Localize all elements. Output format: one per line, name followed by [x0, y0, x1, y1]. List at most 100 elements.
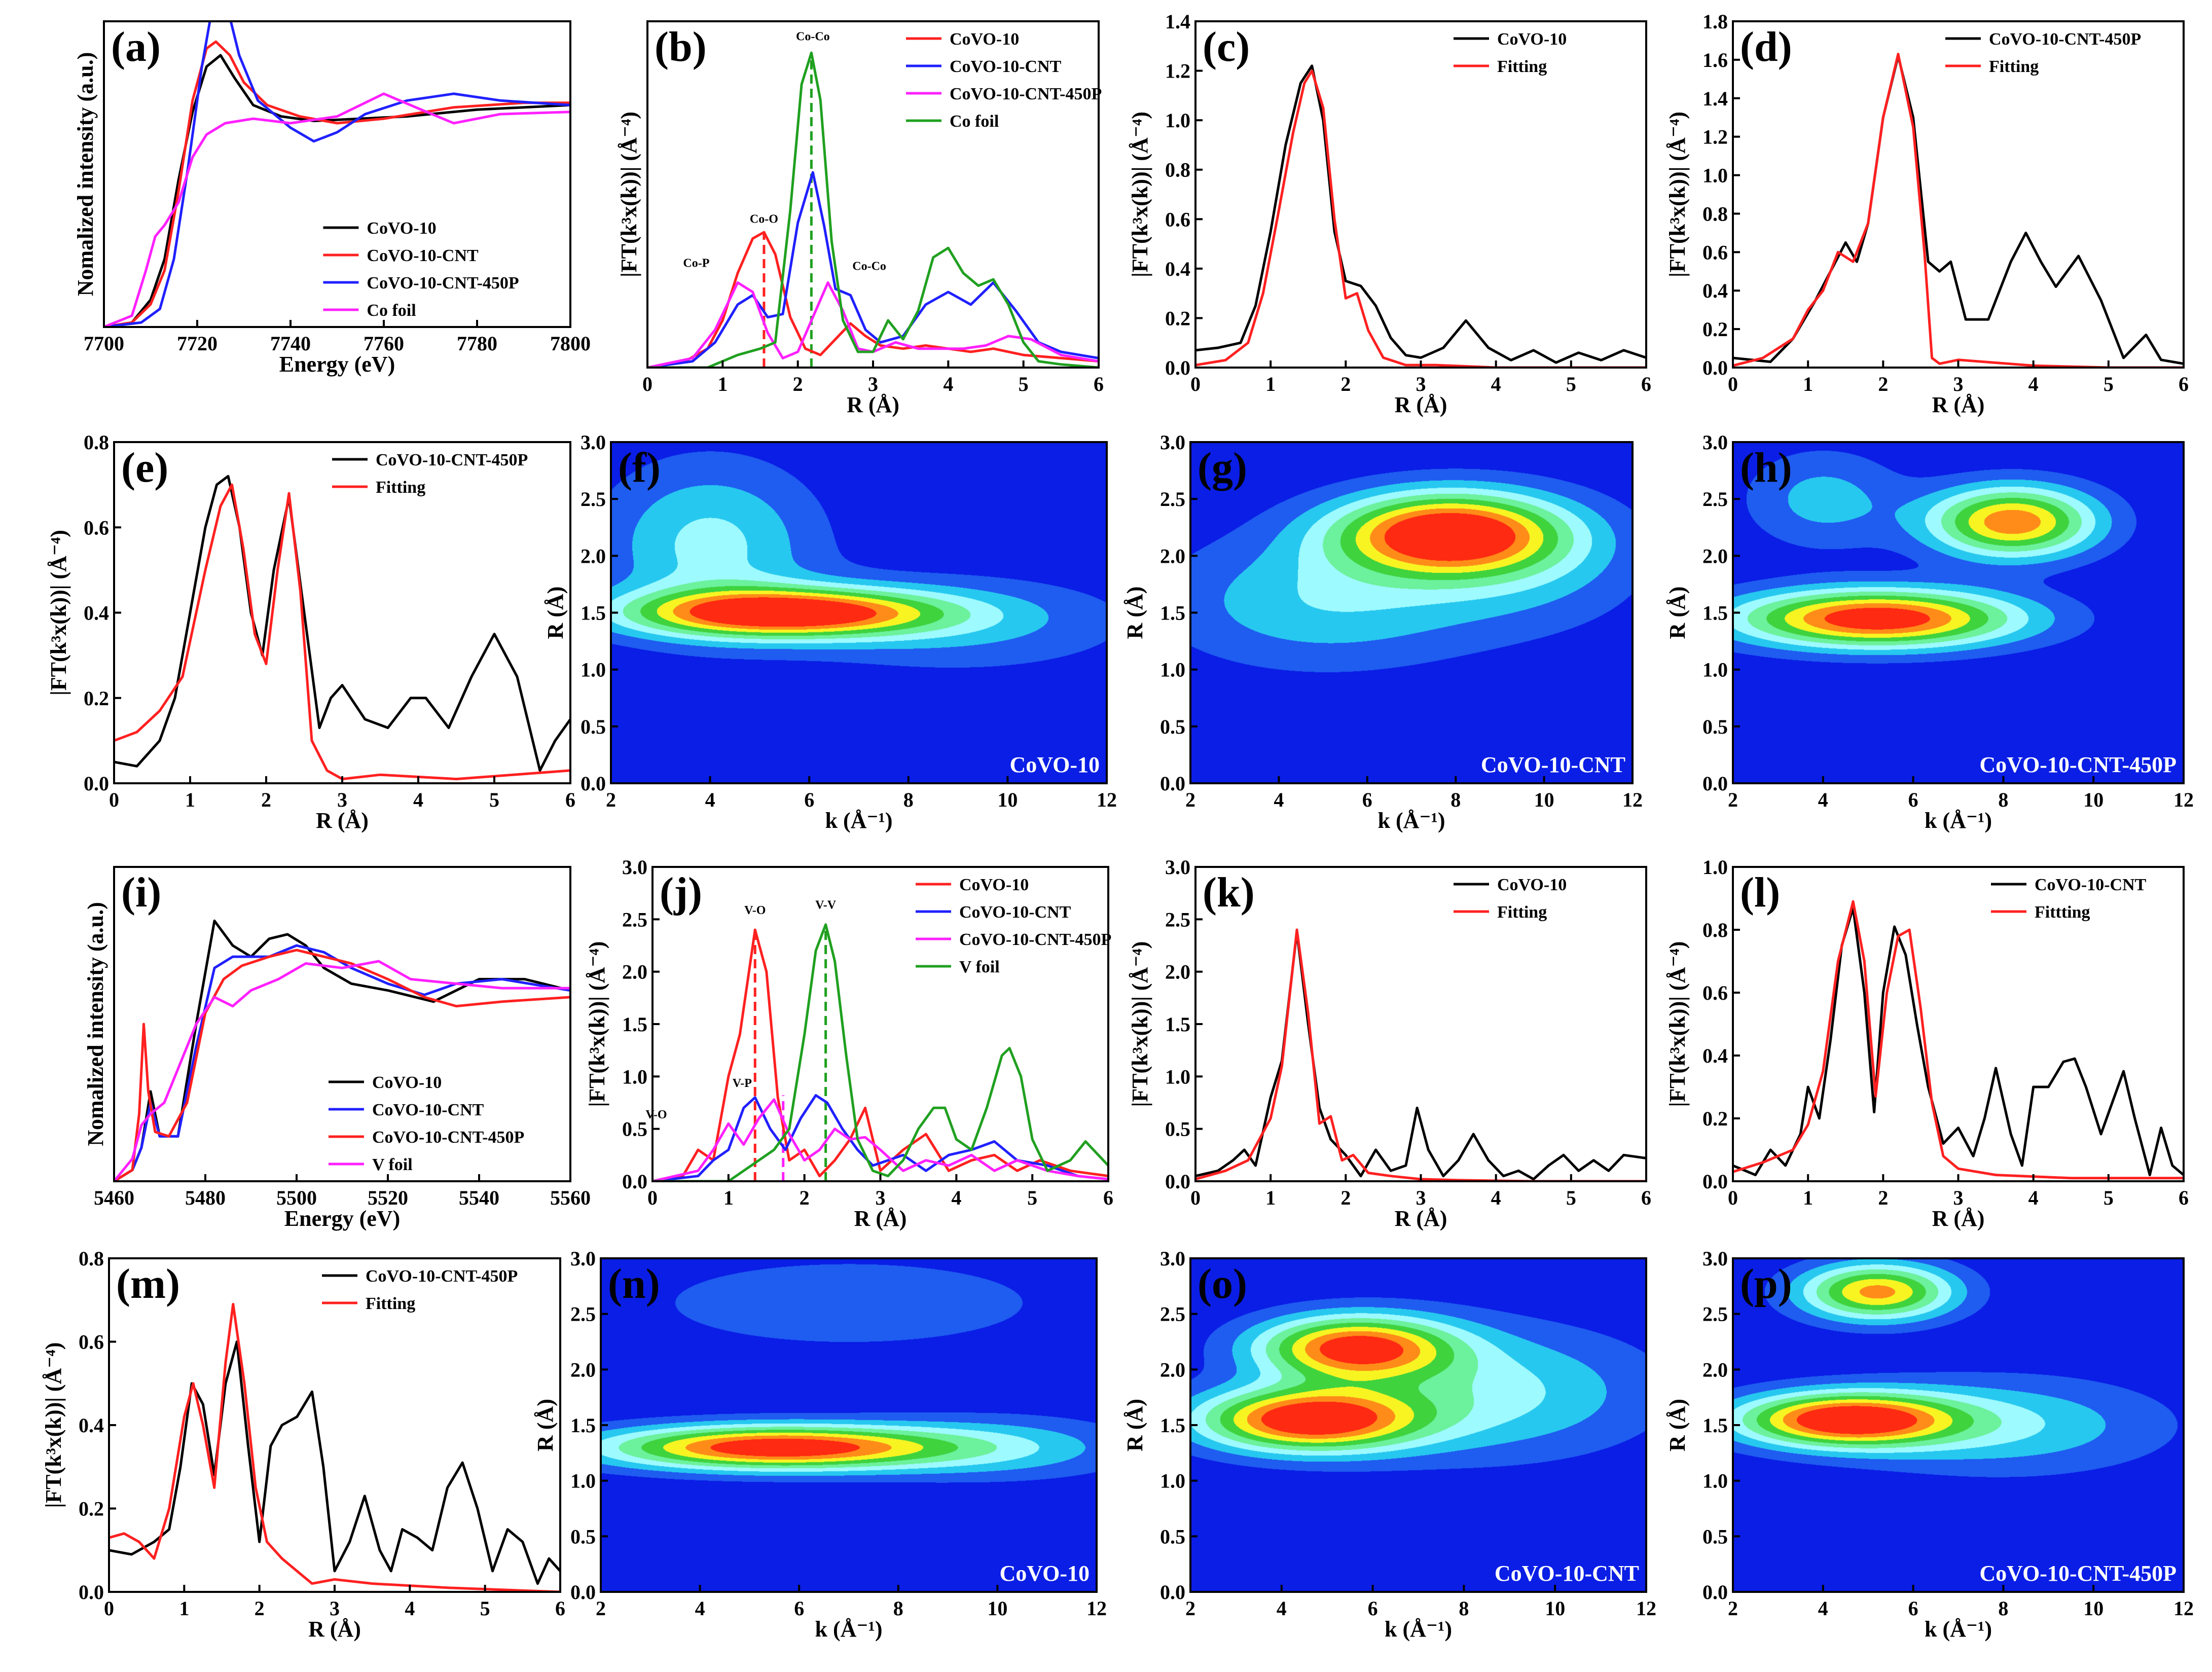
y-axis-label: R (Å): [533, 1399, 558, 1451]
y-axis-label: R (Å): [1122, 587, 1147, 639]
legend-label: CoVO-10-CNT-450P: [376, 451, 528, 469]
legend-label: Fitting: [1497, 903, 1547, 922]
series-line: [109, 1340, 560, 1585]
panel-label: (c): [1203, 23, 1250, 70]
x-axis-label: k (Å⁻¹): [1925, 1617, 1992, 1642]
x-tick-label: 2: [1878, 1186, 1888, 1209]
y-tick-label: 1.4: [1702, 87, 1728, 110]
y-axis-label: |FT(k³x(k))| (Å⁻⁴): [1665, 112, 1690, 277]
series-group: [1733, 900, 2184, 1180]
legend-label: CoVO-10-CNT-450P: [372, 1128, 524, 1147]
x-tick-label: 5460: [94, 1186, 134, 1209]
y-tick-label: 2.0: [581, 544, 606, 567]
y-tick-label: 0.5: [581, 715, 606, 738]
x-tick-label: 12: [2173, 1597, 2194, 1620]
x-tick-label: 5: [480, 1597, 490, 1620]
x-tick-label: 4: [1277, 1597, 1287, 1620]
series-line: [114, 475, 570, 772]
x-tick-label: 0: [647, 1186, 658, 1209]
peak-annotation: V-O: [744, 904, 766, 917]
plot-frame: [108, 1257, 561, 1593]
y-tick-label: 3.0: [570, 1247, 596, 1270]
series-group: [647, 51, 1099, 368]
x-tick-label: 10: [1534, 788, 1554, 811]
y-tick-label: 0.0: [581, 772, 606, 795]
x-axis-label: R (Å): [1932, 392, 1985, 417]
x-tick-label: 2: [1728, 1597, 1738, 1620]
peak-annotation: Co-Co: [852, 260, 886, 273]
series-line: [1195, 930, 1646, 1181]
y-tick-label: 2.5: [1160, 488, 1185, 511]
series-line: [1733, 54, 2184, 365]
x-tick-label: 10: [997, 788, 1018, 811]
y-tick-label: 0.6: [1702, 982, 1728, 1004]
x-axis-label: k (Å⁻¹): [1385, 1617, 1452, 1642]
peak-annotation: V-V: [815, 899, 837, 912]
series-line: [109, 1303, 560, 1592]
y-tick-label: 0.2: [84, 687, 109, 710]
y-tick-label: 2.5: [1160, 1303, 1185, 1326]
plot-frame: [113, 441, 571, 784]
y-axis-label: |FT(k³x(k))| (Å⁻⁴): [46, 530, 71, 696]
x-axis-label: R (Å): [847, 392, 899, 417]
x-tick-label: 4: [1491, 373, 1501, 395]
series-line: [647, 281, 1099, 368]
y-tick-label: 0.4: [1702, 279, 1728, 302]
series-group: [109, 1303, 560, 1592]
x-tick-label: 2: [800, 1186, 810, 1209]
y-tick-label: 0.5: [622, 1118, 647, 1141]
y-tick-label: 2.5: [1165, 908, 1190, 931]
x-tick-label: 0: [1190, 373, 1201, 395]
x-tick-label: 2: [1878, 373, 1888, 395]
legend-label: V foil: [372, 1155, 413, 1174]
contour-map: [611, 442, 1107, 783]
x-tick-label: 8: [893, 1597, 903, 1620]
x-axis-label: R (Å): [1395, 392, 1447, 417]
legend-label: CoVO-10-CNT-450P: [1989, 30, 2141, 49]
x-tick-label: 6: [2179, 1186, 2189, 1209]
x-tick-label: 0: [1728, 1186, 1738, 1209]
x-tick-label: 7700: [84, 332, 124, 355]
x-tick-label: 2: [606, 788, 616, 811]
y-tick-label: 0.0: [1702, 1581, 1728, 1604]
x-tick-label: 8: [903, 788, 914, 811]
panel-label: (a): [111, 23, 161, 70]
x-tick-label: 7780: [457, 332, 497, 355]
panel-l: CoVO-10-CNT Fittting 0 1 2 3 4 5 6 0.0 0.2 0.4 0.6 0.…: [1665, 856, 2189, 1231]
plot-frame: [1194, 20, 1647, 369]
x-axis-label: R (Å): [316, 808, 369, 833]
x-tick-label: 0: [109, 788, 119, 811]
panel-label: (h): [1740, 444, 1792, 491]
sample-name: CoVO-10-CNT-450P: [1979, 1561, 2177, 1586]
x-tick-label: 1: [1265, 373, 1276, 395]
y-tick-label: 0.2: [79, 1498, 104, 1520]
contour-map: [1733, 1258, 2184, 1592]
panel-a: CoVO-10 CoVO-10-CNT CoVO-10-CNT-450P Co foi…: [73, 20, 591, 377]
x-tick-label: 12: [1097, 788, 1117, 811]
x-tick-label: 12: [1622, 788, 1643, 811]
y-tick-label: 3.0: [1165, 856, 1190, 879]
x-tick-label: 5560: [550, 1186, 591, 1209]
legend-label: Fitting: [1989, 57, 2039, 76]
legend-label: Fitting: [376, 478, 425, 497]
x-tick-label: 3: [1953, 373, 1964, 395]
y-axis-label: |FT(k³x(k))| (Å⁻⁴): [1128, 112, 1152, 277]
x-axis-label: R (Å): [854, 1206, 907, 1231]
plot-frame: [113, 866, 571, 1182]
panel-g: CoVO-10-CNT 2 4 6 8 10 12 0.0 0.5 1.0 1.5 2.0 2.5 3.0…: [1122, 431, 1643, 833]
x-tick-label: 4: [705, 788, 715, 811]
y-axis-label: R (Å): [543, 587, 568, 639]
x-tick-label: 8: [1451, 788, 1461, 811]
legend-label: CoVO-10: [372, 1073, 442, 1092]
x-tick-label: 5: [489, 788, 499, 811]
y-tick-label: 1.0: [1702, 1470, 1728, 1493]
series-group: [104, 21, 570, 327]
y-tick-label: 1.0: [1165, 1065, 1190, 1088]
x-tick-label: 8: [1998, 1597, 2008, 1620]
x-tick-label: 1: [723, 1186, 734, 1209]
y-tick-label: 2.0: [1160, 1358, 1185, 1381]
peak-annotation: Co-Co: [796, 30, 830, 43]
legend-label: Fitting: [1497, 57, 1547, 76]
x-axis-label: k (Å⁻¹): [1378, 808, 1445, 833]
y-tick-label: 1.0: [1165, 109, 1190, 132]
